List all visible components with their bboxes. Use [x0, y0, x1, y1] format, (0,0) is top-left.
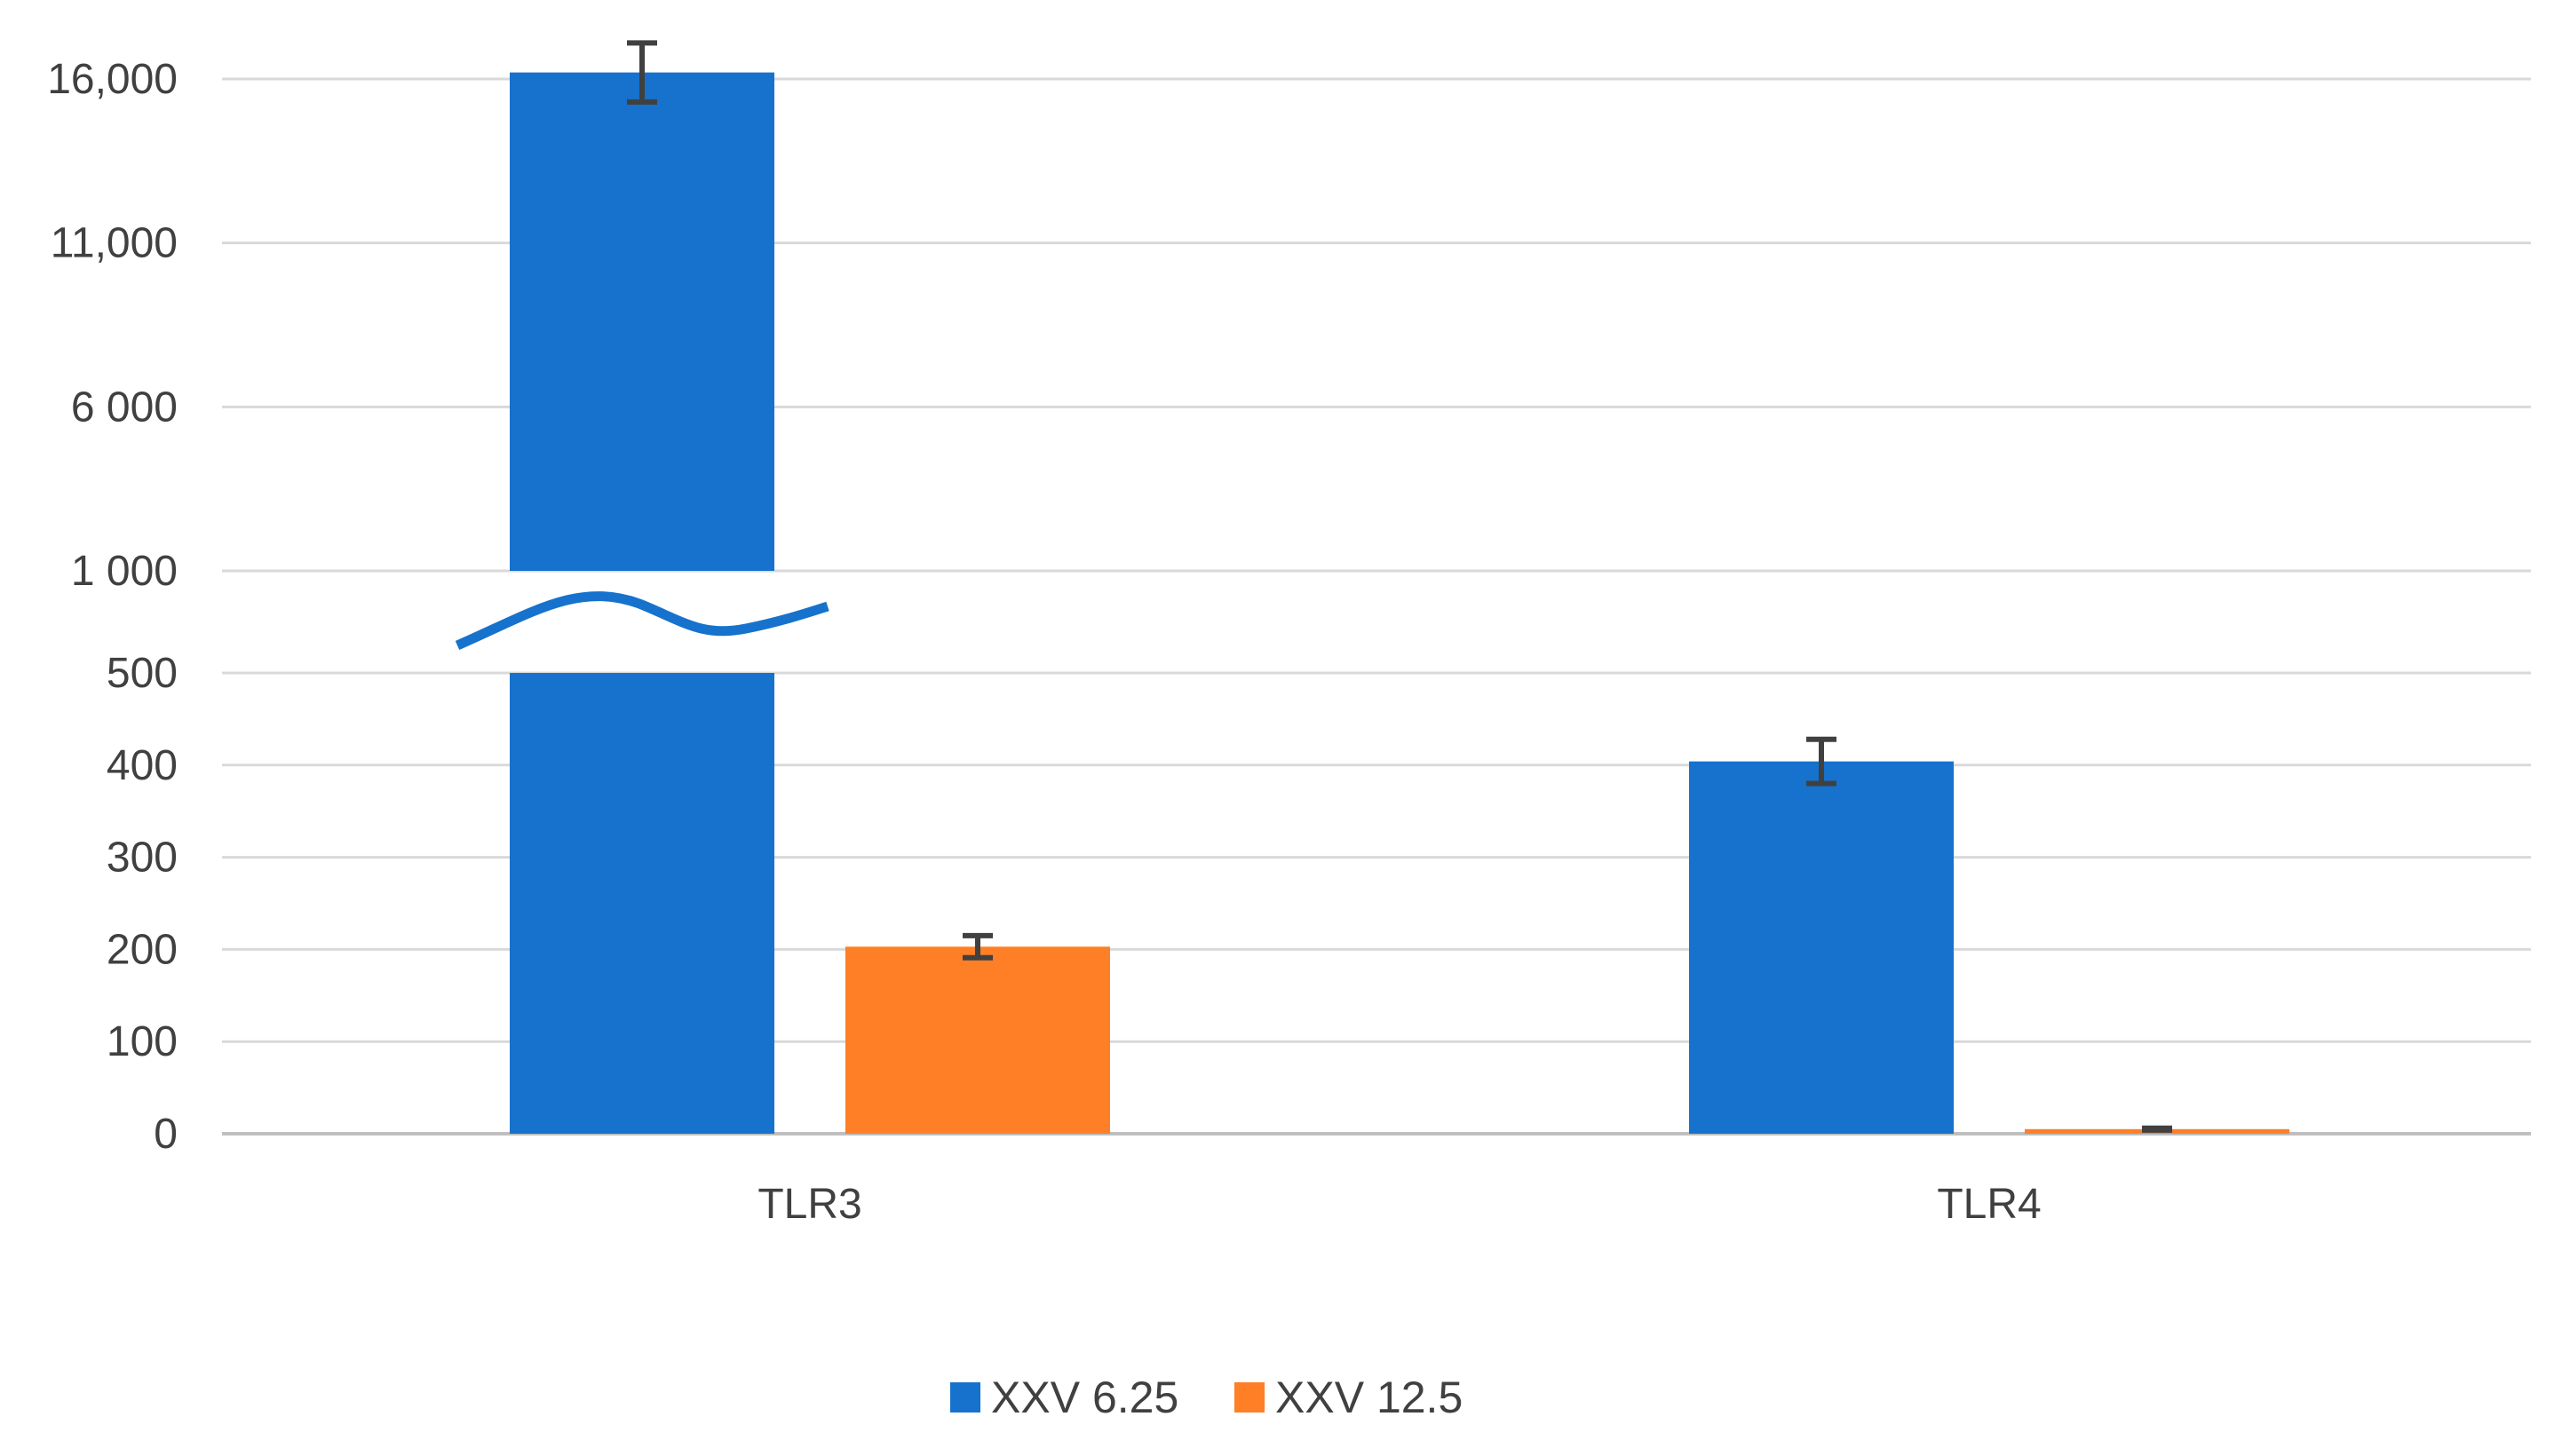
- y-tick-label: 6 000: [71, 384, 178, 431]
- bar-upper-segment: [510, 72, 774, 571]
- bar: [845, 946, 1110, 1134]
- legend-swatch: [1234, 1382, 1265, 1412]
- bar: [1689, 761, 1954, 1134]
- y-tick-label: 11,000: [51, 220, 178, 267]
- bars: [510, 72, 2289, 1134]
- legend-swatch: [950, 1382, 980, 1412]
- legend-label: XXV 12.5: [1275, 1373, 1463, 1422]
- y-tick-label: 0: [154, 1111, 178, 1158]
- y-tick-label: 400: [107, 742, 178, 789]
- legend-label: XXV 6.25: [991, 1373, 1178, 1422]
- break-wave: [455, 591, 829, 651]
- axis-break: [455, 573, 853, 671]
- x-category-label: TLR3: [757, 1181, 861, 1228]
- y-tick-label: 16,000: [47, 56, 178, 103]
- error-bars: [627, 40, 2172, 1133]
- y-tick-label: 500: [107, 650, 178, 697]
- y-tick-label: 300: [107, 835, 178, 882]
- y-tick-label: 1 000: [71, 548, 178, 595]
- legend: XXV 6.25 XXV 12.5: [950, 1373, 1463, 1422]
- y-axis-tick-labels: 0 100 200 300 400 500 1 000 6 000 11,000 16,000: [47, 56, 178, 1158]
- y-tick-label: 200: [107, 926, 178, 973]
- bar-lower-segment: [510, 673, 774, 1134]
- x-axis-category-labels: TLR3 TLR4: [757, 1181, 2041, 1228]
- x-category-label: TLR4: [1937, 1181, 2041, 1228]
- y-tick-label: 100: [107, 1018, 178, 1065]
